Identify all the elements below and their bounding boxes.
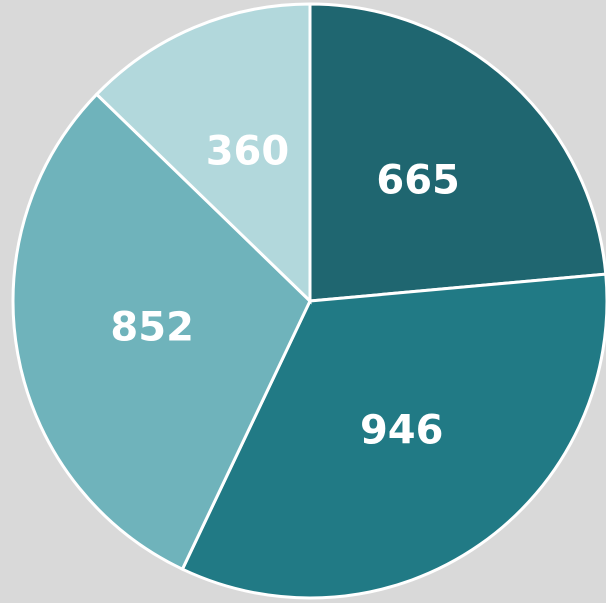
pie-slice [180,272,606,600]
pie-slice [11,92,312,572]
data-label: 852 [110,304,194,350]
data-label: 946 [360,408,444,454]
pie-slice [94,2,312,305]
pie-slice [308,2,606,303]
data-label: 665 [376,158,460,204]
data-label: 360 [206,128,290,174]
